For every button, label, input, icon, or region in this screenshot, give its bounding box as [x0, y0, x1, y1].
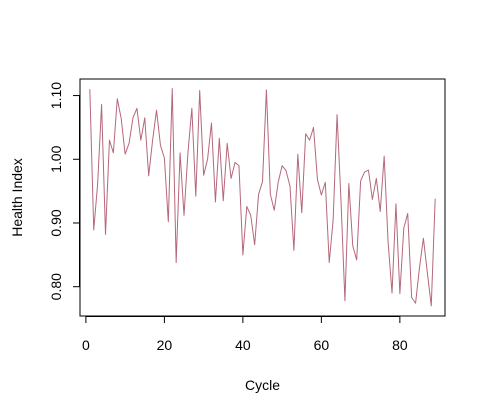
y-tick-label: 1.00	[48, 145, 64, 172]
x-tick-label: 20	[157, 337, 173, 353]
series-line-1	[89, 88, 436, 307]
y-tick-label: 0.90	[48, 209, 64, 236]
x-axis-label: Cycle	[245, 377, 280, 393]
x-tick-label: 80	[392, 337, 408, 353]
y-axis: 0.80 0.90 1.00 1.10	[48, 82, 80, 300]
x-tick-label: 0	[82, 337, 90, 353]
y-axis-label: Health Index	[9, 158, 25, 237]
x-tick-label: 60	[314, 337, 330, 353]
x-axis: 0 20 40 60 80	[82, 316, 408, 353]
y-tick-label: 1.10	[48, 82, 64, 109]
x-tick-label: 40	[235, 337, 251, 353]
plot-area	[79, 78, 446, 317]
y-tick-label: 0.80	[48, 273, 64, 300]
